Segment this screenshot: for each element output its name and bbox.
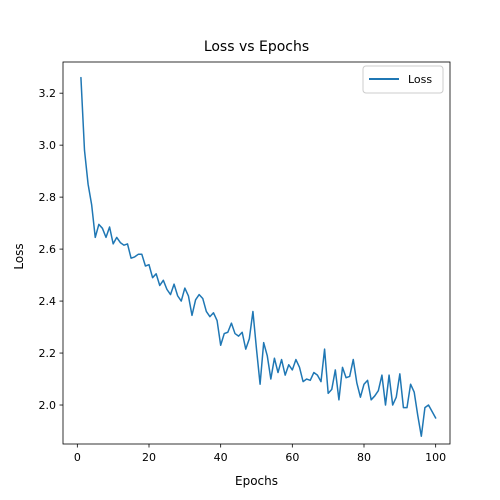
x-axis-label: Epochs (235, 474, 278, 488)
x-tick-label: 40 (214, 451, 228, 464)
plot-frame (62, 61, 451, 445)
x-tick-label: 20 (142, 451, 156, 464)
y-tick-label: 3.2 (39, 87, 57, 100)
x-tick-label: 100 (425, 451, 446, 464)
y-tick-label: 2.4 (39, 295, 57, 308)
legend: Loss (362, 65, 444, 94)
y-tick-label: 3.0 (39, 139, 57, 152)
legend-frame (362, 65, 444, 94)
y-tick-label: 2.6 (39, 243, 57, 256)
legend-label-loss: Loss (408, 73, 432, 86)
series-line-loss (80, 76, 437, 437)
y-axis-label: Loss (12, 243, 26, 269)
y-tick-label: 2.0 (39, 399, 57, 412)
plot-area: 0 20 40 60 80 100 2.0 2.2 2.4 2.6 2.8 3.0 3.2 (39, 61, 451, 464)
chart-title: Loss vs Epochs (204, 39, 309, 55)
y-tick-label: 2.2 (39, 347, 57, 360)
y-tick-label: 2.8 (39, 191, 57, 204)
x-tick-label: 80 (357, 451, 371, 464)
x-tick-label: 0 (74, 451, 81, 464)
x-tick-label: 60 (285, 451, 299, 464)
